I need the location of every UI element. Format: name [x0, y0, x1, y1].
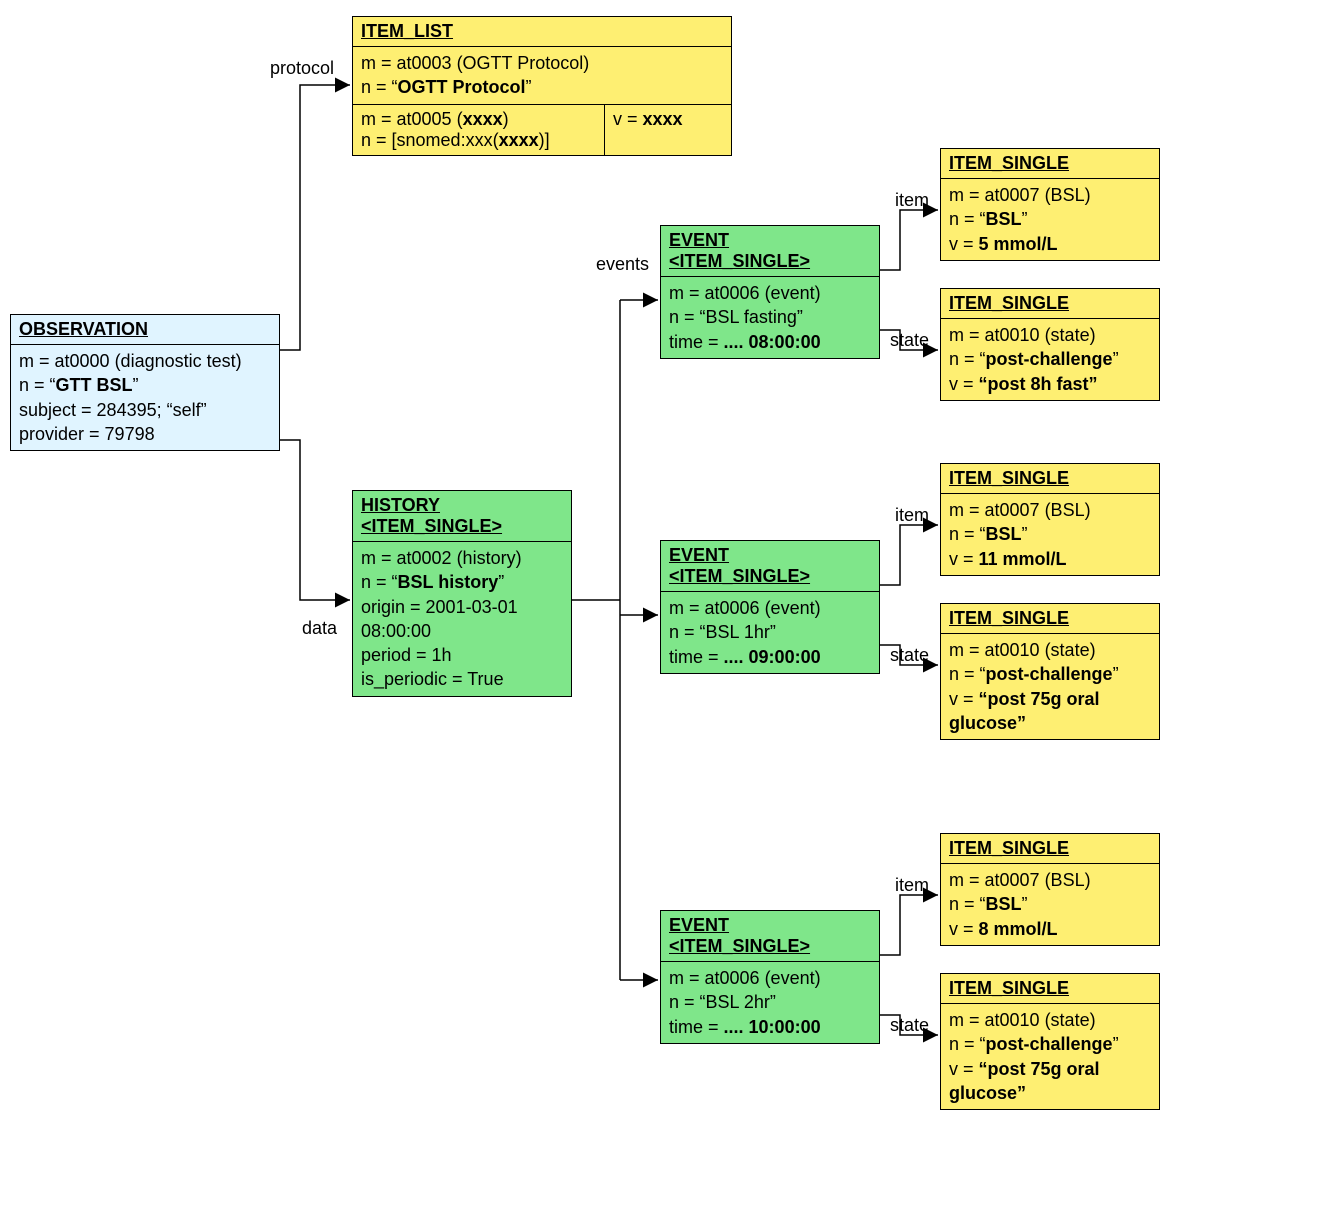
event-node: EVENT<ITEM_SINGLE>m = at0006 (event)n = …: [660, 225, 880, 359]
leaf-v: v = “post 75g oral glucose”: [949, 687, 1151, 736]
event-n: n = “BSL fasting”: [669, 305, 871, 329]
label-state: state: [890, 645, 929, 666]
event-m: m = at0006 (event): [669, 281, 871, 305]
leaf-body: m = at0007 (BSL)n = “BSL”v = 5 mmol/L: [941, 179, 1159, 260]
leaf-title: ITEM_SINGLE: [941, 149, 1159, 179]
event-time: time = .... 09:00:00: [669, 645, 871, 669]
item-list-m: m = at0003 (OGTT Protocol): [361, 51, 723, 75]
leaf-v: v = 8 mmol/L: [949, 917, 1151, 941]
leaf-n: n = “post-challenge”: [949, 347, 1151, 371]
event-title: EVENT<ITEM_SINGLE>: [661, 911, 879, 962]
leaf-n: n = “BSL”: [949, 892, 1151, 916]
observation-node: OBSERVATION m = at0000 (diagnostic test)…: [10, 314, 280, 451]
item-list-row2-right: v = xxxx: [605, 105, 731, 155]
observation-subject: subject = 284395; “self”: [19, 398, 271, 422]
history-isperiodic: is_periodic = True: [361, 667, 563, 691]
event-m: m = at0006 (event): [669, 966, 871, 990]
leaf-m: m = at0007 (BSL): [949, 498, 1151, 522]
event-node: EVENT<ITEM_SINGLE>m = at0006 (event)n = …: [660, 540, 880, 674]
observation-body: m = at0000 (diagnostic test) n = “GTT BS…: [11, 345, 279, 450]
leaf-body: m = at0010 (state)n = “post-challenge”v …: [941, 634, 1159, 739]
item-single-state: ITEM_SINGLEm = at0010 (state)n = “post-c…: [940, 288, 1160, 401]
leaf-v: v = “post 75g oral glucose”: [949, 1057, 1151, 1106]
item-single-item: ITEM_SINGLEm = at0007 (BSL)n = “BSL”v = …: [940, 148, 1160, 261]
item-list-title: ITEM_LIST: [353, 17, 731, 47]
leaf-body: m = at0010 (state)n = “post-challenge”v …: [941, 1004, 1159, 1109]
event-title: EVENT<ITEM_SINGLE>: [661, 226, 879, 277]
leaf-body: m = at0007 (BSL)n = “BSL”v = 11 mmol/L: [941, 494, 1159, 575]
label-protocol: protocol: [270, 58, 334, 79]
item-single-state: ITEM_SINGLEm = at0010 (state)n = “post-c…: [940, 973, 1160, 1110]
history-period: period = 1h: [361, 643, 563, 667]
item-list-row2-left: m = at0005 (xxxx) n = [snomed:xxx(xxxx)]: [353, 105, 605, 155]
item-single-item: ITEM_SINGLEm = at0007 (BSL)n = “BSL”v = …: [940, 463, 1160, 576]
leaf-v: v = 11 mmol/L: [949, 547, 1151, 571]
leaf-title: ITEM_SINGLE: [941, 974, 1159, 1004]
leaf-body: m = at0007 (BSL)n = “BSL”v = 8 mmol/L: [941, 864, 1159, 945]
leaf-n: n = “post-challenge”: [949, 1032, 1151, 1056]
observation-n: n = “GTT BSL”: [19, 373, 271, 397]
item-single-item: ITEM_SINGLEm = at0007 (BSL)n = “BSL”v = …: [940, 833, 1160, 946]
leaf-m: m = at0007 (BSL): [949, 183, 1151, 207]
leaf-title: ITEM_SINGLE: [941, 834, 1159, 864]
leaf-m: m = at0007 (BSL): [949, 868, 1151, 892]
leaf-v: v = 5 mmol/L: [949, 232, 1151, 256]
label-events: events: [596, 254, 649, 275]
event-body: m = at0006 (event)n = “BSL fasting”time …: [661, 277, 879, 358]
leaf-m: m = at0010 (state): [949, 323, 1151, 347]
history-body: m = at0002 (history) n = “BSL history” o…: [353, 542, 571, 696]
leaf-n: n = “post-challenge”: [949, 662, 1151, 686]
item-list-node: ITEM_LIST m = at0003 (OGTT Protocol) n =…: [352, 16, 732, 156]
event-body: m = at0006 (event)n = “BSL 2hr”time = ..…: [661, 962, 879, 1043]
event-node: EVENT<ITEM_SINGLE>m = at0006 (event)n = …: [660, 910, 880, 1044]
leaf-m: m = at0010 (state): [949, 1008, 1151, 1032]
event-title: EVENT<ITEM_SINGLE>: [661, 541, 879, 592]
leaf-body: m = at0010 (state)n = “post-challenge”v …: [941, 319, 1159, 400]
event-time: time = .... 08:00:00: [669, 330, 871, 354]
item-list-body1: m = at0003 (OGTT Protocol) n = “OGTT Pro…: [353, 47, 731, 104]
item-single-state: ITEM_SINGLEm = at0010 (state)n = “post-c…: [940, 603, 1160, 740]
event-n: n = “BSL 1hr”: [669, 620, 871, 644]
item-list-body2: m = at0005 (xxxx) n = [snomed:xxx(xxxx)]…: [353, 105, 731, 155]
history-origin: origin = 2001-03-01 08:00:00: [361, 595, 563, 644]
label-data: data: [302, 618, 337, 639]
event-m: m = at0006 (event): [669, 596, 871, 620]
leaf-title: ITEM_SINGLE: [941, 604, 1159, 634]
leaf-v: v = “post 8h fast”: [949, 372, 1151, 396]
leaf-title: ITEM_SINGLE: [941, 464, 1159, 494]
observation-title: OBSERVATION: [11, 315, 279, 345]
event-time: time = .... 10:00:00: [669, 1015, 871, 1039]
label-state: state: [890, 1015, 929, 1036]
event-n: n = “BSL 2hr”: [669, 990, 871, 1014]
leaf-n: n = “BSL”: [949, 522, 1151, 546]
label-item: item: [895, 875, 929, 896]
history-n: n = “BSL history”: [361, 570, 563, 594]
leaf-n: n = “BSL”: [949, 207, 1151, 231]
observation-provider: provider = 79798: [19, 422, 271, 446]
label-item: item: [895, 505, 929, 526]
history-m: m = at0002 (history): [361, 546, 563, 570]
label-item: item: [895, 190, 929, 211]
leaf-title: ITEM_SINGLE: [941, 289, 1159, 319]
observation-m: m = at0000 (diagnostic test): [19, 349, 271, 373]
history-node: HISTORY<ITEM_SINGLE> m = at0002 (history…: [352, 490, 572, 697]
label-state: state: [890, 330, 929, 351]
event-body: m = at0006 (event)n = “BSL 1hr”time = ..…: [661, 592, 879, 673]
item-list-n: n = “OGTT Protocol”: [361, 75, 723, 99]
leaf-m: m = at0010 (state): [949, 638, 1151, 662]
history-title: HISTORY<ITEM_SINGLE>: [353, 491, 571, 542]
